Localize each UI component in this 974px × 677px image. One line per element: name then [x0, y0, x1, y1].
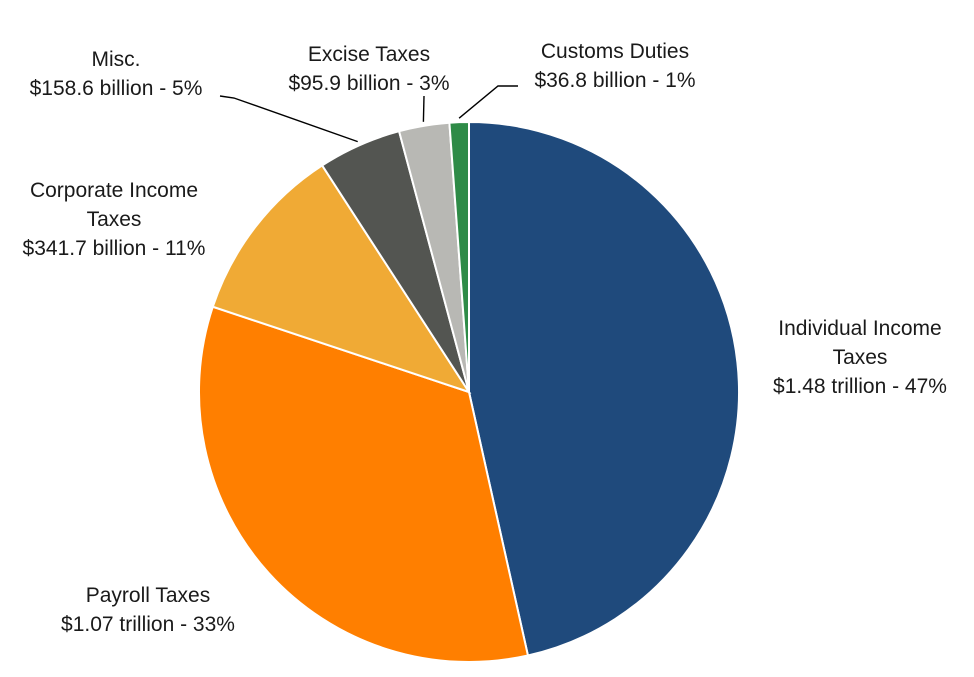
- label-misc: Misc. $158.6 billion - 5%: [6, 45, 226, 103]
- label-value: $36.8 billion - 1%: [534, 69, 696, 92]
- label-value: $95.9 billion - 3%: [288, 72, 450, 95]
- pie-slice-0: [468, 120, 741, 657]
- pie-slice-5: [448, 120, 470, 393]
- label-name-line-2: Taxes: [832, 346, 888, 369]
- label-name-line-2: Taxes: [86, 208, 142, 231]
- label-payroll-taxes: Payroll Taxes $1.07 trillion - 33%: [30, 581, 266, 639]
- label-name-line-1: Payroll Taxes: [85, 584, 211, 607]
- leader-line-3: [219, 95, 358, 143]
- label-excise-taxes: Excise Taxes $95.9 billion - 3%: [266, 40, 472, 98]
- pie-slice-1: [198, 305, 530, 663]
- label-value: $158.6 billion - 5%: [29, 77, 203, 100]
- label-name-line-1: Corporate Income: [29, 179, 199, 202]
- leader-line-4: [422, 95, 425, 122]
- pie-slice-2: [211, 164, 472, 394]
- label-individual-income-taxes: Individual Income Taxes $1.48 trillion -…: [748, 314, 972, 401]
- label-name-line-1: Excise Taxes: [307, 43, 431, 66]
- label-value: $1.48 trillion - 47%: [773, 375, 947, 398]
- leader-lines: [219, 85, 518, 143]
- label-value: $1.07 trillion - 33%: [61, 613, 235, 636]
- label-name-line-1: Misc.: [91, 48, 141, 71]
- pie-slices: [198, 120, 741, 663]
- label-corporate-income-taxes: Corporate Income Taxes $341.7 billion - …: [2, 176, 226, 263]
- label-customs-duties: Customs Duties $36.8 billion - 1%: [510, 37, 720, 95]
- label-name-line-1: Customs Duties: [540, 40, 690, 63]
- label-name-line-1: Individual Income: [778, 317, 942, 340]
- leader-line-5: [458, 85, 518, 119]
- label-value: $341.7 billion - 11%: [22, 237, 206, 260]
